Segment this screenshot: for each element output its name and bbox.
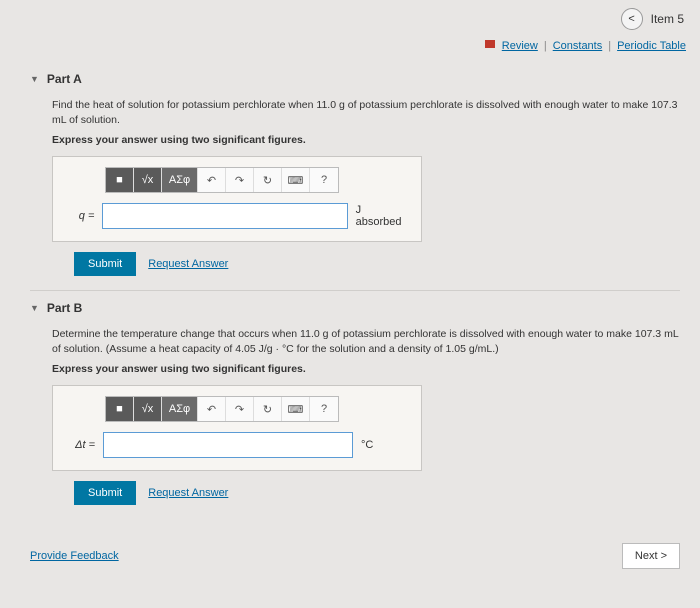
unit-label-a: J absorbed xyxy=(356,204,409,228)
help-button[interactable]: ? xyxy=(310,397,338,421)
collapse-icon: ▼ xyxy=(30,74,39,84)
variable-label-b: Δt = xyxy=(65,439,95,451)
part-b-body: Determine the temperature change that oc… xyxy=(30,323,680,519)
review-link[interactable]: Review xyxy=(502,40,538,52)
part-b-instruction: Express your answer using two significan… xyxy=(52,362,680,377)
redo-button[interactable]: ↷ xyxy=(226,168,254,192)
undo-button[interactable]: ↶ xyxy=(198,168,226,192)
part-a-header[interactable]: ▼ Part A xyxy=(30,62,680,94)
format-toolbar: ■ √x ΑΣφ ↶ ↷ ↻ ⌨ ? xyxy=(105,396,339,422)
submit-button-a[interactable]: Submit xyxy=(74,252,136,276)
separator: | xyxy=(544,40,547,52)
answer-box-b: ■ √x ΑΣφ ↶ ↷ ↻ ⌨ ? Δt = °C xyxy=(52,385,422,471)
resource-links: Review | Constants | Periodic Table xyxy=(0,34,700,62)
item-number: Item 5 xyxy=(651,12,684,26)
template-button[interactable]: ■ xyxy=(106,168,134,192)
reset-button[interactable]: ↻ xyxy=(254,397,282,421)
answer-input-b[interactable] xyxy=(103,432,353,458)
separator: | xyxy=(608,40,611,52)
request-answer-a[interactable]: Request Answer xyxy=(148,258,228,270)
part-b-header[interactable]: ▼ Part B xyxy=(30,291,680,323)
collapse-icon: ▼ xyxy=(30,303,39,313)
submit-button-b[interactable]: Submit xyxy=(74,481,136,505)
constants-link[interactable]: Constants xyxy=(553,40,603,52)
format-toolbar: ■ √x ΑΣφ ↶ ↷ ↻ ⌨ ? xyxy=(105,167,339,193)
keyboard-button[interactable]: ⌨ xyxy=(282,168,310,192)
part-a-title: Part A xyxy=(47,72,82,86)
root-button[interactable]: √x xyxy=(134,397,162,421)
back-button[interactable]: < xyxy=(621,8,643,30)
redo-button[interactable]: ↷ xyxy=(226,397,254,421)
root-button[interactable]: √x xyxy=(134,168,162,192)
answer-box-a: ■ √x ΑΣφ ↶ ↷ ↻ ⌨ ? q = J absorbed xyxy=(52,156,422,242)
variable-label-a: q = xyxy=(65,210,94,222)
symbols-button[interactable]: ΑΣφ xyxy=(162,168,198,192)
undo-button[interactable]: ↶ xyxy=(198,397,226,421)
part-a-body: Find the heat of solution for potassium … xyxy=(30,94,680,291)
review-icon xyxy=(485,40,495,48)
symbols-button[interactable]: ΑΣφ xyxy=(162,397,198,421)
part-b-prompt: Determine the temperature change that oc… xyxy=(52,327,680,356)
unit-label-b: °C xyxy=(361,439,373,451)
provide-feedback-link[interactable]: Provide Feedback xyxy=(30,550,119,562)
reset-button[interactable]: ↻ xyxy=(254,168,282,192)
template-button[interactable]: ■ xyxy=(106,397,134,421)
keyboard-button[interactable]: ⌨ xyxy=(282,397,310,421)
answer-input-a[interactable] xyxy=(102,203,347,229)
help-button[interactable]: ? xyxy=(310,168,338,192)
part-a-instruction: Express your answer using two significan… xyxy=(52,133,680,148)
next-button[interactable]: Next > xyxy=(622,543,680,569)
periodic-table-link[interactable]: Periodic Table xyxy=(617,40,686,52)
request-answer-b[interactable]: Request Answer xyxy=(148,487,228,499)
part-a-prompt: Find the heat of solution for potassium … xyxy=(52,98,680,127)
part-b-title: Part B xyxy=(47,301,82,315)
